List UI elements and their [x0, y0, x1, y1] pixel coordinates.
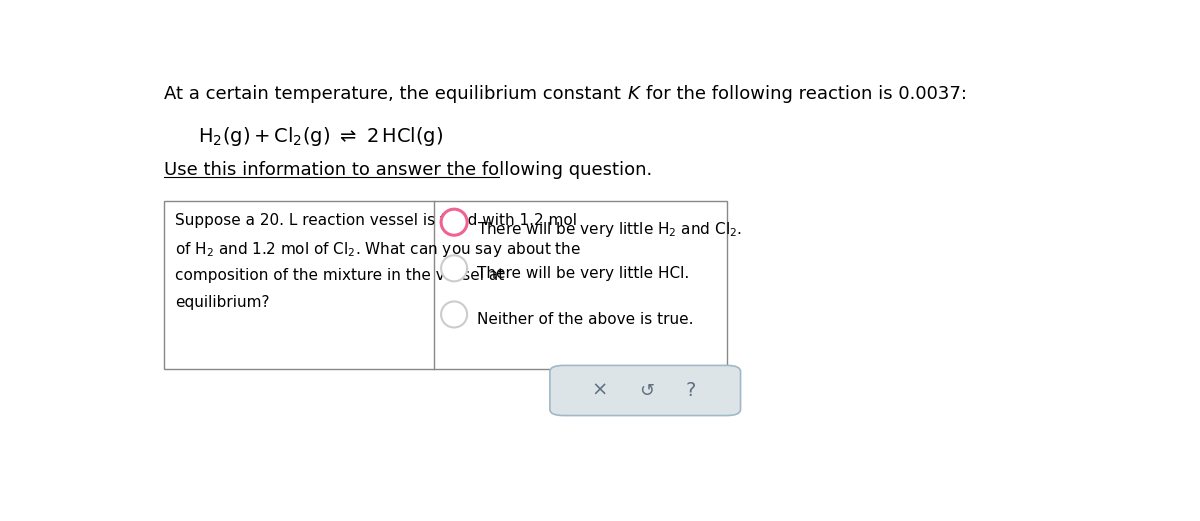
- Text: ?: ?: [685, 381, 696, 400]
- Text: equilibrium?: equilibrium?: [175, 295, 270, 310]
- Text: There will be very little $\mathrm{H_2}$ and $\mathrm{Cl_2}$.: There will be very little $\mathrm{H_2}$…: [478, 220, 743, 239]
- FancyBboxPatch shape: [550, 365, 740, 416]
- Text: There will be very little HCl.: There will be very little HCl.: [478, 266, 690, 281]
- Ellipse shape: [442, 302, 467, 328]
- Text: $\mathrm{H_2(g) + Cl_2(g)}$ $\rightleftharpoons$ $\mathrm{2\,HCl(g)}$: $\mathrm{H_2(g) + Cl_2(g)}$ $\rightlefth…: [198, 125, 444, 147]
- Ellipse shape: [442, 209, 467, 235]
- Text: Use this information to answer the following question.: Use this information to answer the follo…: [164, 161, 653, 179]
- Text: $\circlearrowleft$: $\circlearrowleft$: [636, 381, 655, 400]
- Text: At a certain temperature, the equilibrium constant: At a certain temperature, the equilibriu…: [164, 84, 626, 103]
- FancyBboxPatch shape: [164, 201, 727, 369]
- Text: ×: ×: [592, 381, 608, 400]
- Text: Suppose a 20. L reaction vessel is filled with 1.2 mol: Suppose a 20. L reaction vessel is fille…: [175, 213, 577, 228]
- Text: of H$_2$ and 1.2 mol of Cl$_2$. What can you say about the: of H$_2$ and 1.2 mol of Cl$_2$. What can…: [175, 240, 581, 259]
- Ellipse shape: [442, 255, 467, 281]
- Text: composition of the mixture in the vessel at: composition of the mixture in the vessel…: [175, 267, 504, 282]
- Text: for the following reaction is 0.0037:: for the following reaction is 0.0037:: [647, 84, 967, 103]
- Text: Neither of the above is true.: Neither of the above is true.: [478, 313, 694, 328]
- Text: $K$: $K$: [626, 84, 642, 103]
